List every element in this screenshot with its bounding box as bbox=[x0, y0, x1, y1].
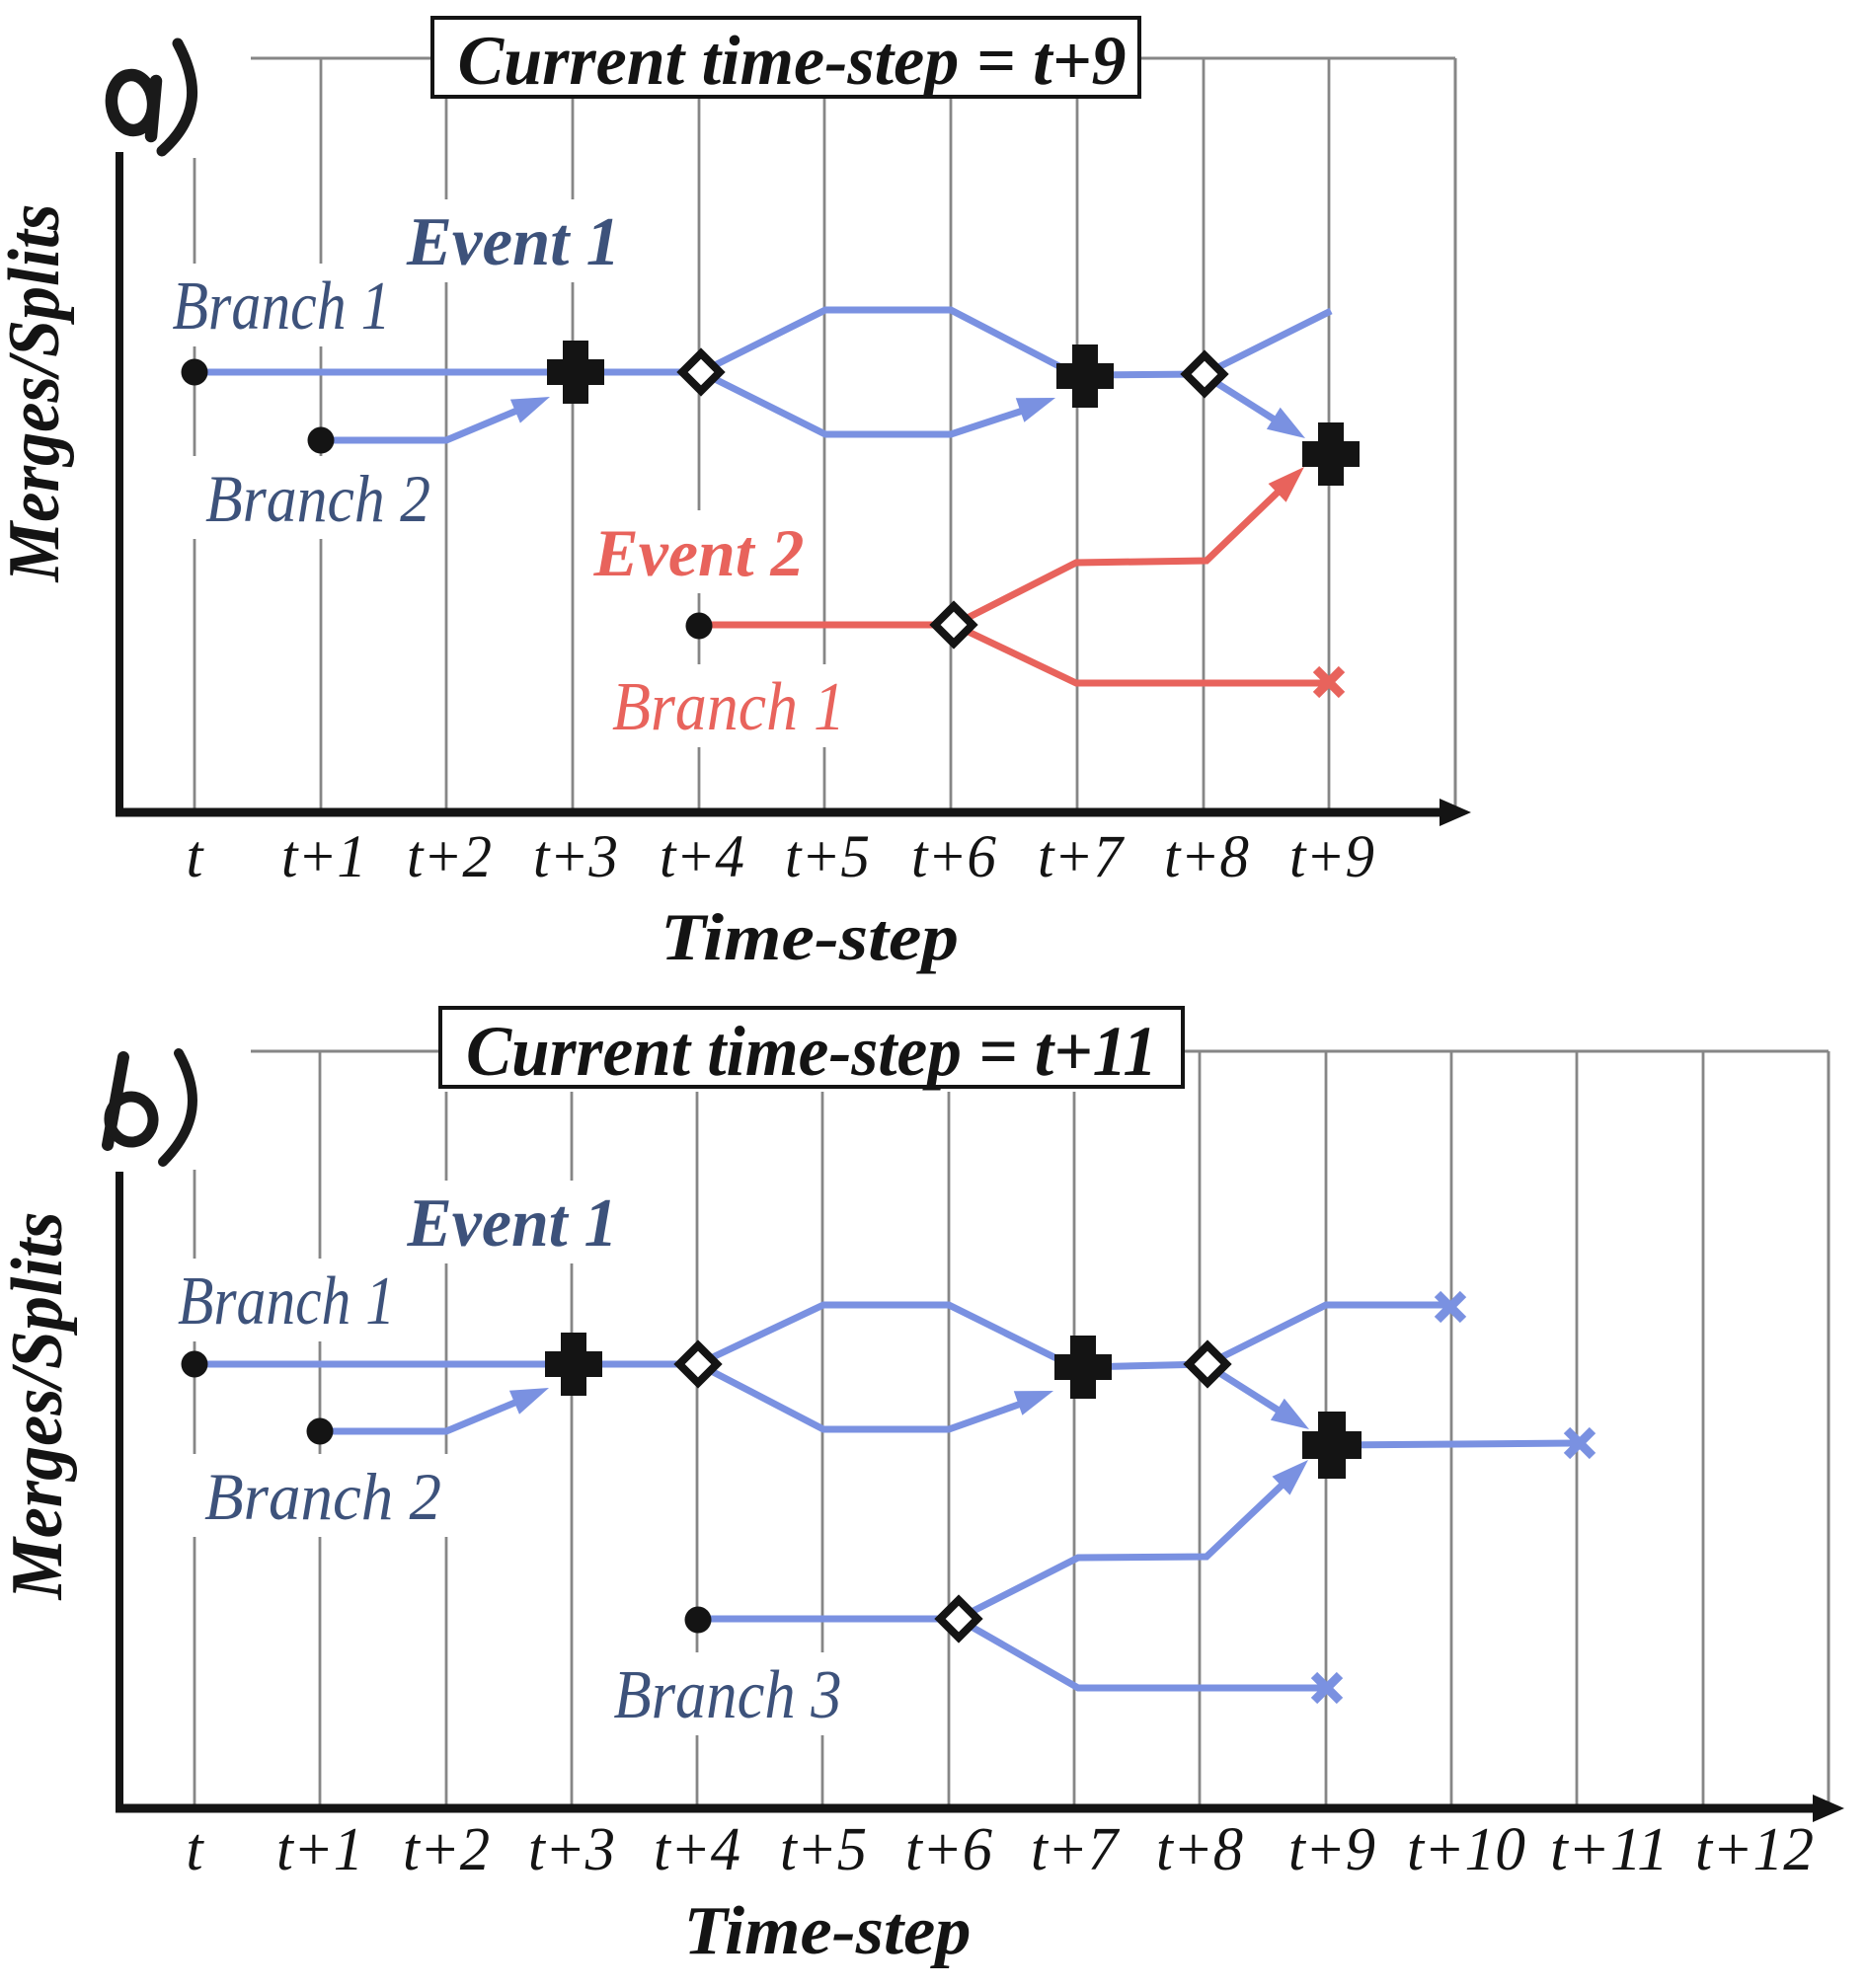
svg-text:Time-step: Time-step bbox=[661, 899, 959, 974]
svg-text:Event 2: Event 2 bbox=[593, 515, 805, 590]
svg-text:t+5: t+5 bbox=[785, 824, 870, 890]
svg-text:t+3: t+3 bbox=[528, 1816, 615, 1883]
svg-text:t+4: t+4 bbox=[660, 824, 744, 890]
svg-text:t: t bbox=[186, 1816, 204, 1883]
svg-text:t+4: t+4 bbox=[654, 1816, 740, 1883]
svg-text:Branch 2: Branch 2 bbox=[205, 461, 430, 536]
svg-text:t+8: t+8 bbox=[1164, 824, 1249, 890]
svg-text:Current time-step = t+9: Current time-step = t+9 bbox=[458, 23, 1127, 100]
svg-text:t+9: t+9 bbox=[1288, 1816, 1375, 1883]
svg-text:t+1: t+1 bbox=[276, 1816, 363, 1883]
svg-text:t+12: t+12 bbox=[1695, 1816, 1814, 1883]
svg-text:t+2: t+2 bbox=[407, 824, 492, 890]
svg-text:t+2: t+2 bbox=[403, 1816, 490, 1883]
svg-text:Branch 3: Branch 3 bbox=[614, 1657, 842, 1733]
svg-text:Branch 1: Branch 1 bbox=[178, 1263, 395, 1339]
svg-text:Branch 1: Branch 1 bbox=[612, 669, 845, 745]
svg-text:Event 1: Event 1 bbox=[407, 1185, 618, 1262]
svg-text:t+7: t+7 bbox=[1031, 1816, 1121, 1883]
svg-text:t+10: t+10 bbox=[1407, 1816, 1525, 1883]
svg-text:t+9: t+9 bbox=[1289, 824, 1374, 890]
svg-text:Branch 2: Branch 2 bbox=[204, 1459, 441, 1534]
svg-text:t+5: t+5 bbox=[780, 1816, 867, 1883]
svg-text:Merges/Splits: Merges/Splits bbox=[0, 1212, 78, 1601]
svg-text:t+11: t+11 bbox=[1550, 1816, 1669, 1883]
svg-text:Event 1: Event 1 bbox=[406, 204, 620, 280]
svg-text:t: t bbox=[187, 824, 205, 890]
svg-text:Merges/Splits: Merges/Splits bbox=[0, 204, 75, 583]
svg-text:t+7: t+7 bbox=[1038, 824, 1125, 890]
svg-text:t+3: t+3 bbox=[533, 824, 618, 890]
svg-text:t+6: t+6 bbox=[911, 824, 996, 890]
svg-text:t+1: t+1 bbox=[281, 824, 366, 890]
svg-text:t+6: t+6 bbox=[905, 1816, 992, 1883]
svg-text:Current time-step = t+11: Current time-step = t+11 bbox=[466, 1012, 1157, 1091]
svg-text:t+8: t+8 bbox=[1156, 1816, 1243, 1883]
svg-text:Time-step: Time-step bbox=[684, 1893, 972, 1969]
svg-text:Branch 1: Branch 1 bbox=[173, 268, 391, 344]
